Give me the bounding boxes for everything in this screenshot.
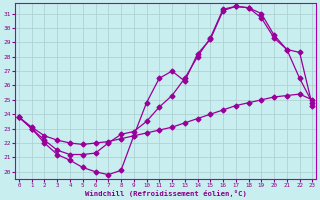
X-axis label: Windchill (Refroidissement éolien,°C): Windchill (Refroidissement éolien,°C)	[85, 190, 247, 197]
